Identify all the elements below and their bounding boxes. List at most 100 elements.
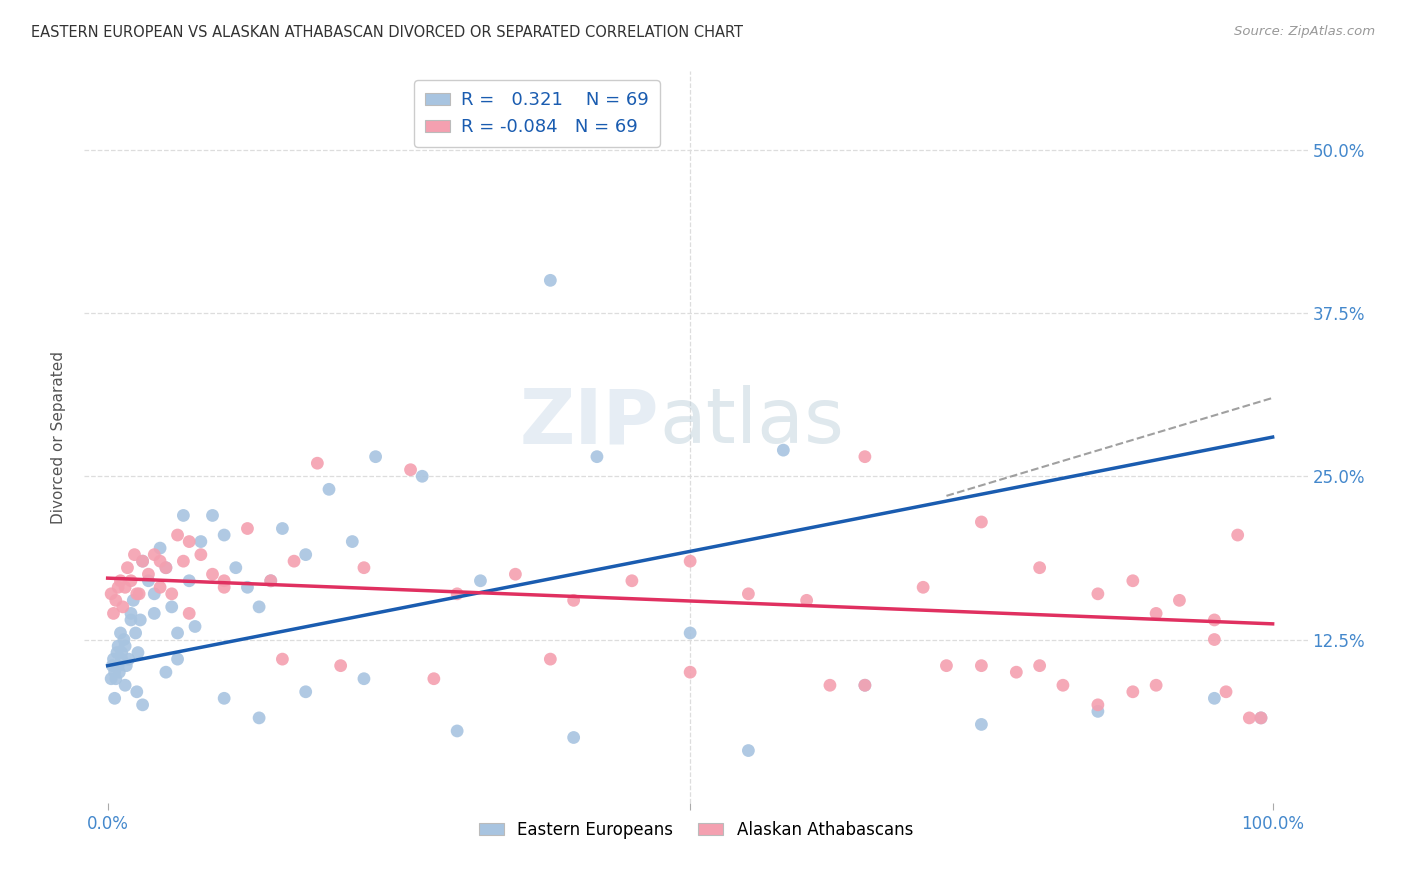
Point xyxy=(179,534,201,549)
Point xyxy=(853,678,876,692)
Point xyxy=(124,548,146,562)
Point xyxy=(364,450,387,464)
Point xyxy=(212,574,235,588)
Text: Source: ZipAtlas.com: Source: ZipAtlas.com xyxy=(1234,25,1375,38)
Point xyxy=(172,508,194,523)
Point xyxy=(1239,711,1261,725)
Point xyxy=(1122,685,1144,699)
Point xyxy=(247,599,270,614)
Point xyxy=(737,743,759,757)
Point xyxy=(184,619,207,633)
Point xyxy=(107,658,129,673)
Point xyxy=(353,560,375,574)
Point xyxy=(111,652,134,666)
Point xyxy=(128,587,150,601)
Point xyxy=(107,639,129,653)
Point xyxy=(970,658,993,673)
Point xyxy=(1204,632,1226,647)
Point xyxy=(201,567,224,582)
Point xyxy=(120,607,142,621)
Point xyxy=(125,685,148,699)
Point xyxy=(1144,607,1167,621)
Point xyxy=(114,678,136,692)
Point xyxy=(160,599,183,614)
Point xyxy=(111,599,134,614)
Point xyxy=(1215,685,1237,699)
Point xyxy=(271,652,294,666)
Point xyxy=(1250,711,1272,725)
Point xyxy=(160,587,183,601)
Point xyxy=(853,450,876,464)
Point xyxy=(103,652,125,666)
Point xyxy=(104,665,127,680)
Point xyxy=(225,560,247,574)
Point xyxy=(818,678,841,692)
Point xyxy=(105,646,128,660)
Point xyxy=(108,665,131,680)
Point xyxy=(101,658,124,673)
Point xyxy=(294,685,316,699)
Point xyxy=(114,639,136,653)
Point xyxy=(853,678,876,692)
Point xyxy=(912,580,935,594)
Point xyxy=(423,672,446,686)
Text: ZIP: ZIP xyxy=(520,385,659,459)
Point xyxy=(122,593,145,607)
Legend: Eastern Europeans, Alaskan Athabascans: Eastern Europeans, Alaskan Athabascans xyxy=(472,814,920,846)
Point xyxy=(236,521,259,535)
Point xyxy=(104,593,127,607)
Point xyxy=(970,717,993,731)
Point xyxy=(143,587,166,601)
Point xyxy=(271,521,294,535)
Point xyxy=(129,613,152,627)
Point xyxy=(111,646,134,660)
Point xyxy=(1144,678,1167,692)
Point xyxy=(446,723,468,738)
Point xyxy=(1226,528,1249,542)
Text: EASTERN EUROPEAN VS ALASKAN ATHABASCAN DIVORCED OR SEPARATED CORRELATION CHART: EASTERN EUROPEAN VS ALASKAN ATHABASCAN D… xyxy=(31,25,742,40)
Point xyxy=(131,554,153,568)
Point xyxy=(1204,613,1226,627)
Point xyxy=(1168,593,1191,607)
Point xyxy=(103,607,125,621)
Point xyxy=(212,691,235,706)
Point xyxy=(399,463,422,477)
Point xyxy=(100,672,122,686)
Point xyxy=(772,443,794,458)
Point xyxy=(1005,665,1028,680)
Point xyxy=(138,574,160,588)
Point xyxy=(1087,705,1109,719)
Point xyxy=(138,567,160,582)
Point xyxy=(131,698,153,712)
Point xyxy=(149,541,172,555)
Point xyxy=(935,658,957,673)
Point xyxy=(470,574,492,588)
Point xyxy=(586,450,609,464)
Point xyxy=(1028,658,1050,673)
Point xyxy=(679,554,702,568)
Point xyxy=(1204,691,1226,706)
Point xyxy=(620,574,643,588)
Point xyxy=(155,665,177,680)
Y-axis label: Divorced or Separated: Divorced or Separated xyxy=(51,351,66,524)
Point xyxy=(190,534,212,549)
Point xyxy=(1087,698,1109,712)
Point xyxy=(353,672,375,686)
Point xyxy=(120,613,142,627)
Point xyxy=(125,587,148,601)
Point xyxy=(114,580,136,594)
Point xyxy=(307,456,329,470)
Point xyxy=(166,626,188,640)
Point xyxy=(294,548,316,562)
Point xyxy=(120,574,142,588)
Point xyxy=(110,626,132,640)
Point xyxy=(679,665,702,680)
Point xyxy=(236,580,259,594)
Point xyxy=(107,580,129,594)
Point xyxy=(446,587,468,601)
Point xyxy=(1250,711,1272,725)
Point xyxy=(411,469,433,483)
Point xyxy=(1087,587,1109,601)
Point xyxy=(283,554,305,568)
Point xyxy=(179,607,201,621)
